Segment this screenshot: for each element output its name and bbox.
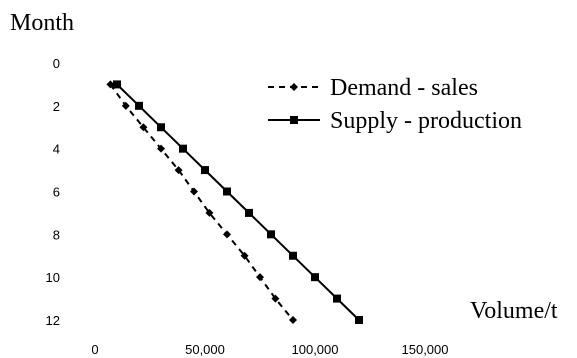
data-point-supply-production — [135, 101, 143, 110]
data-point-supply-production — [289, 251, 297, 260]
data-point-supply-production — [333, 294, 341, 303]
y-tick-label: 6 — [53, 185, 60, 200]
x-tick-label: 150,000 — [402, 342, 449, 357]
data-point-demand-sales — [240, 251, 249, 260]
data-point-supply-production — [179, 144, 187, 153]
data-point-demand-sales — [174, 166, 183, 175]
x-tick-label: 0 — [91, 342, 98, 357]
x-axis: 0 50,000 100,000 150,000 — [91, 342, 448, 357]
y-axis-title: Month — [10, 10, 74, 36]
series-line-demand-sales — [109, 83, 294, 321]
x-tick-label: 50,000 — [185, 342, 225, 357]
data-point-demand-sales — [223, 230, 231, 239]
y-axis: 0 2 4 6 8 10 12 — [46, 56, 60, 328]
y-tick-label: 12 — [46, 313, 60, 328]
data-point-supply-production — [355, 316, 363, 324]
data-point-demand-sales — [205, 208, 214, 217]
data-point-demand-sales — [121, 101, 130, 110]
data-point-demand-sales — [106, 80, 115, 89]
data-point-supply-production — [267, 230, 275, 239]
data-point-supply-production — [223, 187, 231, 196]
x-axis-title: Volume/t — [470, 298, 558, 324]
data-point-supply-production — [113, 80, 121, 89]
data-point-supply-production — [245, 208, 253, 217]
y-tick-label: 0 — [53, 56, 60, 71]
legend-marker-supply — [290, 116, 298, 124]
data-point-demand-sales — [190, 187, 198, 196]
plot-area — [106, 80, 363, 324]
y-tick-label: 4 — [53, 142, 60, 157]
data-point-demand-sales — [157, 144, 165, 153]
y-tick-label: 2 — [53, 99, 60, 114]
data-point-supply-production — [157, 123, 165, 132]
data-point-demand-sales — [271, 294, 280, 303]
data-point-demand-sales — [289, 316, 297, 324]
series-line-supply-production — [116, 83, 360, 321]
data-point-demand-sales — [139, 123, 148, 132]
x-tick-label: 100,000 — [292, 342, 339, 357]
data-point-supply-production — [311, 273, 319, 282]
legend: Demand - sales Supply - production — [268, 75, 522, 134]
legend-marker-demand — [290, 83, 298, 91]
legend-label-demand: Demand - sales — [330, 75, 478, 101]
legend-label-supply: Supply - production — [330, 108, 522, 134]
y-tick-label: 10 — [46, 270, 60, 285]
data-point-demand-sales — [256, 273, 264, 282]
y-tick-label: 8 — [53, 227, 60, 242]
data-point-supply-production — [201, 166, 209, 175]
